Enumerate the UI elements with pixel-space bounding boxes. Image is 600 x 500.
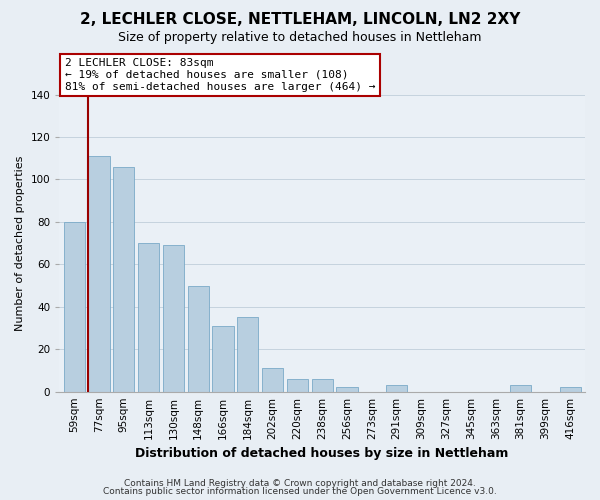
Text: Contains public sector information licensed under the Open Government Licence v3: Contains public sector information licen… [103,487,497,496]
Bar [163,245,184,392]
Bar [311,379,333,392]
Bar [237,318,259,392]
X-axis label: Distribution of detached houses by size in Nettleham: Distribution of detached houses by size … [136,447,509,460]
Text: Size of property relative to detached houses in Nettleham: Size of property relative to detached ho… [118,31,482,44]
Bar [560,388,581,392]
Bar [510,386,531,392]
Bar [287,379,308,392]
Y-axis label: Number of detached properties: Number of detached properties [15,156,25,331]
Bar [262,368,283,392]
Text: 2, LECHLER CLOSE, NETTLEHAM, LINCOLN, LN2 2XY: 2, LECHLER CLOSE, NETTLEHAM, LINCOLN, LN… [80,12,520,28]
Bar [88,156,110,392]
Bar [386,386,407,392]
Bar [337,388,358,392]
Bar [64,222,85,392]
Bar [212,326,233,392]
Bar [188,286,209,392]
Text: 2 LECHLER CLOSE: 83sqm
← 19% of detached houses are smaller (108)
81% of semi-de: 2 LECHLER CLOSE: 83sqm ← 19% of detached… [65,58,375,92]
Bar [138,243,159,392]
Bar [113,166,134,392]
Text: Contains HM Land Registry data © Crown copyright and database right 2024.: Contains HM Land Registry data © Crown c… [124,478,476,488]
